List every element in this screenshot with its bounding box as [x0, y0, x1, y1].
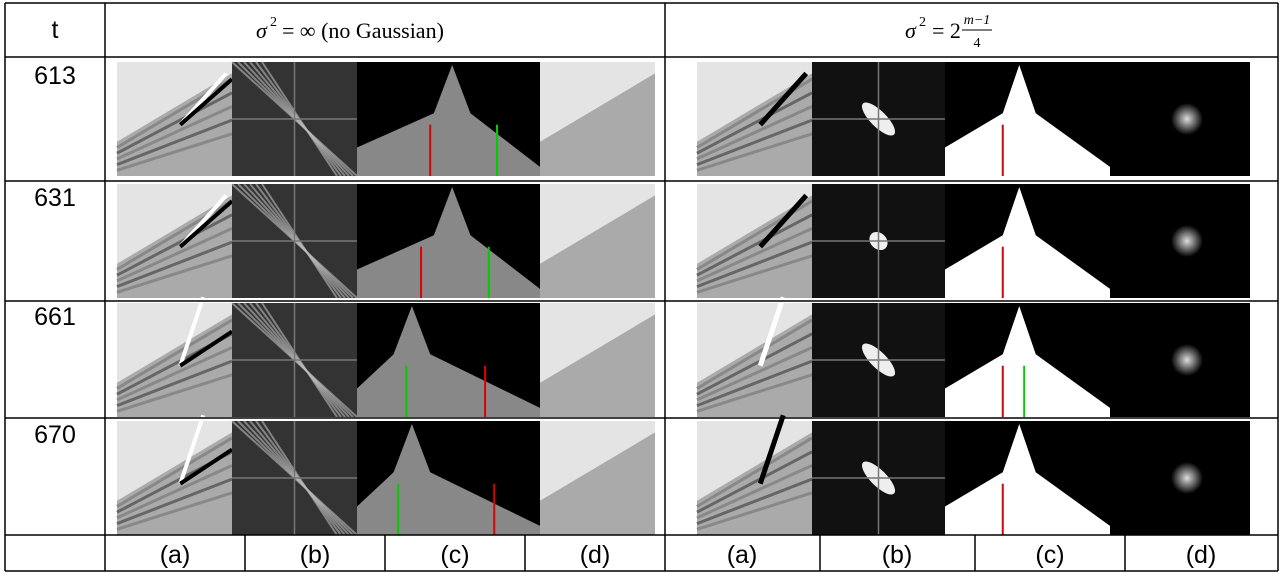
- image-region: [697, 184, 812, 264]
- image-streak: [116, 373, 233, 413]
- image-streak: [696, 477, 813, 525]
- image-streak: [696, 254, 813, 294]
- angle-line: [178, 77, 234, 127]
- image-streak: [116, 132, 233, 172]
- image-streak: [696, 346, 813, 402]
- image-streak: [696, 91, 813, 155]
- image-region: [540, 62, 655, 142]
- denominator: 4: [974, 36, 981, 51]
- image-streak: [696, 227, 813, 283]
- image-region: [117, 421, 232, 501]
- column-label: (b): [882, 541, 913, 569]
- blob: [1171, 225, 1203, 257]
- image-streak: [696, 491, 813, 531]
- angle-line: [757, 414, 786, 485]
- equals: = 2: [932, 18, 961, 43]
- image-streak: [696, 359, 813, 407]
- image-region: [540, 184, 655, 264]
- image-region: [117, 62, 232, 142]
- blob: [1171, 103, 1203, 135]
- image-streak: [696, 118, 813, 166]
- blob: [1171, 344, 1203, 376]
- image-streak: [116, 254, 233, 294]
- image-region: [540, 421, 655, 501]
- header-left: σ 2 = ∞ (no Gaussian): [256, 15, 444, 43]
- image-streak: [116, 359, 233, 407]
- image-streak: [116, 240, 233, 288]
- image-streak: [116, 318, 233, 390]
- image-region: [697, 421, 812, 501]
- image-streak: [696, 318, 813, 390]
- angle-line: [757, 296, 786, 367]
- image-streak: [116, 491, 233, 531]
- histogram: [945, 187, 1110, 298]
- histogram: [945, 65, 1110, 176]
- image-streak: [696, 105, 813, 161]
- image-streak: [116, 105, 233, 161]
- image-streak: [696, 464, 813, 520]
- angle-line: [178, 296, 206, 367]
- angle-line: [758, 193, 809, 249]
- image-streak: [116, 91, 233, 155]
- blob: [1171, 462, 1203, 494]
- row-label: 631: [34, 184, 76, 212]
- table-rules: [4, 2, 1279, 572]
- image-region: [540, 303, 655, 383]
- row-label: 670: [34, 421, 76, 449]
- column-label: (d): [580, 541, 611, 569]
- row-label: 613: [34, 62, 76, 90]
- histogram: [945, 306, 1110, 417]
- sigma: σ: [256, 18, 268, 43]
- histogram: [357, 187, 540, 298]
- angle-line: [178, 199, 234, 249]
- angle-line: [178, 414, 206, 485]
- angle-line: [758, 71, 809, 127]
- image-streak: [696, 332, 813, 396]
- image-streak: [116, 227, 233, 283]
- image-streak: [116, 118, 233, 166]
- sigma: σ: [905, 18, 917, 43]
- image-streak: [696, 213, 813, 277]
- image-region: [117, 184, 232, 264]
- column-label: (c): [1035, 541, 1064, 569]
- image-streak: [696, 373, 813, 413]
- column-label: (d): [1186, 541, 1217, 569]
- exponent: 2: [270, 15, 277, 30]
- image-region: [697, 303, 812, 383]
- column-label: (b): [300, 541, 331, 569]
- image-streak: [696, 132, 813, 172]
- image-streak: [116, 213, 233, 277]
- image-streak: [116, 436, 233, 508]
- image-region: [117, 303, 232, 383]
- histogram: [357, 306, 540, 417]
- image-streak: [116, 346, 233, 402]
- column-label: (a): [727, 541, 758, 569]
- header-t: t: [52, 16, 59, 44]
- rest: = ∞ (no Gaussian): [282, 18, 444, 43]
- angle-line: [179, 447, 234, 486]
- column-label: (a): [160, 541, 191, 569]
- histogram: [945, 424, 1110, 535]
- angle-line: [179, 329, 234, 368]
- image-streak: [116, 464, 233, 520]
- header-right: σ 2 = 2 m−1 4: [905, 13, 992, 51]
- row-label: 661: [34, 303, 76, 331]
- exponent: 2: [919, 15, 926, 30]
- image-streak: [696, 436, 813, 508]
- image-region: [697, 62, 812, 142]
- numerator: m−1: [964, 13, 991, 28]
- column-label: (c): [440, 541, 469, 569]
- image-streak: [696, 450, 813, 514]
- image-streak: [116, 477, 233, 525]
- image-streak: [696, 240, 813, 288]
- histogram: [357, 65, 540, 176]
